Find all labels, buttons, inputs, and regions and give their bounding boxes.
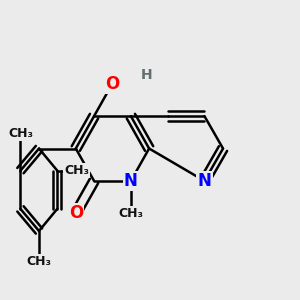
Text: CH₃: CH₃ [26, 255, 52, 268]
Text: H: H [141, 68, 153, 82]
Text: CH₃: CH₃ [118, 207, 143, 220]
Text: CH₃: CH₃ [64, 164, 89, 177]
Text: O: O [105, 75, 119, 93]
Text: N: N [197, 172, 212, 190]
Text: CH₃: CH₃ [8, 127, 33, 140]
Text: N: N [124, 172, 138, 190]
Text: O: O [69, 204, 83, 222]
